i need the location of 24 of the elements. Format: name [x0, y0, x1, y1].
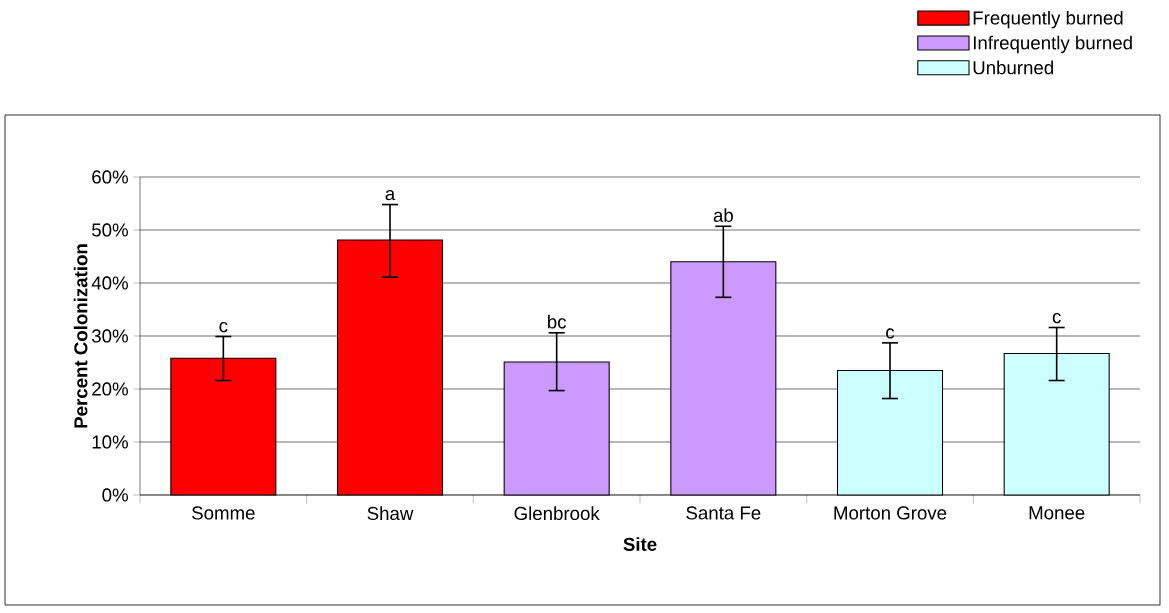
- y-tick-label: 0%: [102, 488, 128, 502]
- annotation: c: [886, 328, 895, 339]
- x-axis-title: Site: [623, 537, 657, 551]
- y-tick-label: 50%: [92, 223, 128, 237]
- y-tick-label: 20%: [92, 382, 128, 396]
- y-tick-label: 40%: [91, 276, 128, 290]
- legend-label: Frequently burned: [973, 10, 1123, 29]
- x-tick-label: Shaw: [367, 506, 414, 521]
- x-tick-label: Monee: [1029, 506, 1085, 520]
- legend-label: Infrequently burned: [973, 35, 1132, 54]
- annotation: c: [1052, 313, 1061, 324]
- y-tick-label: 10%: [92, 435, 128, 449]
- y-tick-label: 60%: [92, 170, 128, 184]
- x-tick-label: Somme: [192, 506, 255, 520]
- x-tick-label: Morton Grove: [834, 506, 947, 520]
- x-tick-label: Glenbrook: [514, 506, 600, 521]
- y-tick-label: 30%: [91, 329, 128, 343]
- x-tick-label: Santa Fe: [686, 506, 761, 520]
- y-axis-title: Percent Colonization: [73, 244, 88, 428]
- annotation: a: [385, 190, 396, 201]
- annotation: c: [219, 322, 228, 333]
- legend-label: Unburned: [973, 60, 1053, 75]
- annotation: ab: [713, 208, 733, 223]
- annotation: bc: [548, 314, 567, 329]
